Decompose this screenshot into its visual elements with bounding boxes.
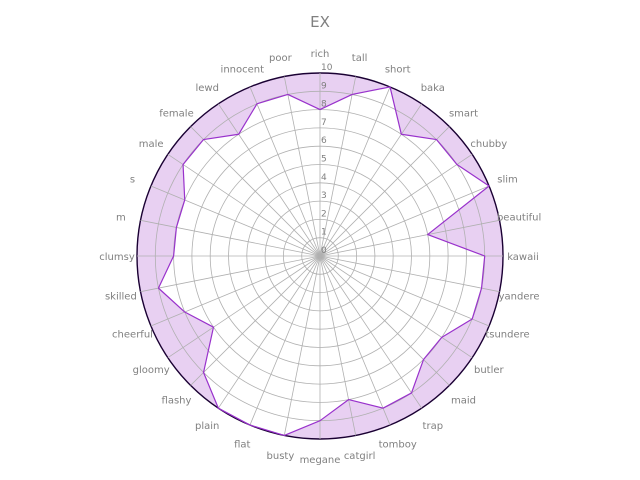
category-label: rich — [311, 49, 330, 60]
grid-spoke — [319, 103, 423, 257]
ring-tick-label: 5 — [321, 155, 327, 165]
ring-tick-label: 0 — [321, 246, 327, 256]
grid-spoke — [319, 153, 473, 257]
grid-spoke — [319, 255, 423, 409]
category-label: kawaii — [507, 252, 539, 263]
grid-spoke — [190, 255, 321, 386]
grid-spoke — [319, 255, 500, 293]
ring-tick-label: 1 — [321, 228, 327, 238]
category-label: butler — [474, 365, 505, 376]
grid-spoke — [249, 86, 321, 257]
category-label: clumsy — [99, 252, 135, 263]
series-layer — [157, 86, 490, 437]
category-label: tomboy — [379, 440, 417, 451]
category-label: innocent — [221, 65, 265, 76]
ring-tick-label: 4 — [321, 173, 327, 183]
category-label: yandere — [499, 292, 540, 303]
grid-spoke — [217, 255, 321, 409]
category-label: slim — [497, 174, 518, 185]
category-label: skilled — [105, 292, 137, 303]
grid-spoke — [319, 255, 391, 426]
grid-spoke — [319, 126, 450, 257]
grid-spoke — [319, 76, 357, 257]
grid-spoke — [217, 103, 321, 257]
ring-tick-label: 10 — [321, 63, 333, 73]
ring-tick-label: 2 — [321, 209, 327, 219]
grid-spoke — [319, 255, 450, 386]
grid-spoke — [249, 255, 321, 426]
category-label: plain — [195, 421, 219, 432]
category-label: flashy — [162, 396, 192, 407]
category-label: male — [139, 139, 164, 150]
category-label: smart — [449, 109, 478, 120]
category-label: lewd — [195, 83, 218, 94]
grid-spoke — [190, 126, 321, 257]
grid-spoke — [150, 185, 321, 257]
category-label: short — [385, 65, 411, 76]
ring-tick-label: 9 — [321, 81, 327, 91]
category-label: baka — [421, 83, 445, 94]
grid-spoke — [319, 255, 357, 436]
category-label: gloomy — [133, 365, 170, 376]
category-label: tall — [352, 53, 368, 64]
category-label: trap — [423, 421, 444, 432]
grid-spoke — [319, 255, 473, 359]
grid-spoke — [167, 255, 321, 359]
grid-spoke — [319, 86, 391, 257]
category-label: busty — [267, 451, 295, 462]
category-label: megane — [300, 455, 341, 466]
grid-spoke — [140, 255, 321, 293]
grid-spoke — [319, 255, 490, 327]
category-label: s — [130, 174, 135, 185]
ring-tick-label: 7 — [321, 118, 327, 128]
grid-spoke — [150, 255, 321, 327]
category-label: m — [116, 212, 126, 223]
grid-spoke — [319, 185, 490, 257]
chart-title: EX — [310, 13, 330, 31]
label-layer: 0 1 2 3 4 5 6 7 8 9 10 rich tall short baka smart chubby… — [99, 49, 541, 466]
grid-spoke — [283, 255, 321, 436]
category-label: maid — [451, 396, 476, 407]
grid-spoke — [283, 76, 321, 257]
grid-spoke — [167, 153, 321, 257]
ring-tick-label: 8 — [321, 100, 327, 110]
grid-layer — [136, 72, 504, 440]
category-label: cheerful — [112, 330, 153, 341]
ring-tick-label: 6 — [321, 136, 327, 146]
grid-spoke — [319, 219, 500, 257]
series-line — [157, 86, 490, 437]
category-label: female — [159, 109, 193, 120]
category-label: beautiful — [497, 212, 541, 223]
ring-tick-label: 3 — [321, 191, 327, 201]
grid-spoke — [140, 219, 321, 257]
category-label: chubby — [470, 139, 507, 150]
category-label: flat — [234, 440, 250, 451]
category-label: catgirl — [344, 451, 376, 462]
category-label: tsundere — [485, 330, 529, 341]
category-label: poor — [269, 53, 293, 64]
